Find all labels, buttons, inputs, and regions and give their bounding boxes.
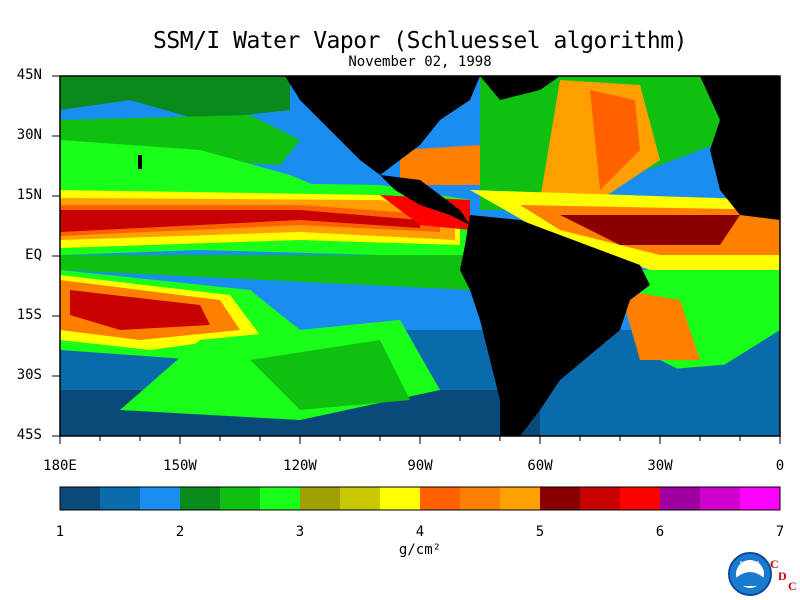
colorbar-swatch [580, 487, 621, 510]
colorbar-tick-label: 4 [415, 524, 425, 540]
colorbar-swatch [540, 487, 581, 510]
colorbar-swatch [100, 487, 141, 510]
cdc-letter-3: C [788, 579, 797, 593]
colorbar-swatch [300, 487, 341, 510]
colorbar-swatch [420, 487, 461, 510]
land-masses [138, 76, 780, 436]
noaa-logo: NOAA [728, 552, 772, 596]
lat-label: 15N [16, 187, 42, 203]
colorbar-tick-label: 2 [175, 524, 185, 540]
colorbar-swatch [620, 487, 661, 510]
cdc-letter-2: D [778, 569, 787, 583]
lat-label: 45N [16, 67, 42, 83]
colorbar-tick-label: 6 [655, 524, 665, 540]
lon-label: 30W [647, 458, 673, 474]
colorbar-swatch [260, 487, 301, 510]
colorbar-tick-label: 7 [775, 524, 785, 540]
svg-text:NOAA: NOAA [740, 560, 761, 568]
lat-label: 30S [16, 367, 42, 383]
colorbar-tick-label: 3 [295, 524, 305, 540]
colorbar-swatch [140, 487, 181, 510]
colorbar-tick-label: 5 [535, 524, 545, 540]
colorbar-swatch [380, 487, 421, 510]
lat-label: 30N [16, 127, 42, 143]
colorbar-swatch [60, 487, 101, 510]
lon-label: 120W [283, 458, 317, 474]
lon-label: 90W [407, 458, 433, 474]
lon-label: 180E [43, 458, 77, 474]
map-title: SSM/I Water Vapor (Schluessel algorithm) [153, 28, 687, 54]
cdc-letter-1: C [770, 557, 779, 571]
lat-label: EQ [25, 247, 42, 263]
lon-label: 150W [163, 458, 197, 474]
colorbar-swatch [220, 487, 261, 510]
lat-label: 15S [16, 307, 42, 323]
colorbar-swatch [660, 487, 701, 510]
colorbar-units: g/cm² [398, 542, 442, 558]
lat-label: 45S [16, 427, 42, 443]
colorbar-swatch [340, 487, 381, 510]
map-field [60, 76, 780, 436]
colorbar-swatch [500, 487, 541, 510]
lon-label: 60W [527, 458, 553, 474]
lon-label: 0 [775, 458, 785, 474]
map-date: November 02, 1998 [348, 54, 492, 70]
colorbar-swatch [180, 487, 221, 510]
colorbar [60, 487, 781, 510]
colorbar-tick-label: 1 [55, 524, 65, 540]
colorbar-swatch [460, 487, 501, 510]
colorbar-swatch [740, 487, 781, 510]
colorbar-swatch [700, 487, 741, 510]
